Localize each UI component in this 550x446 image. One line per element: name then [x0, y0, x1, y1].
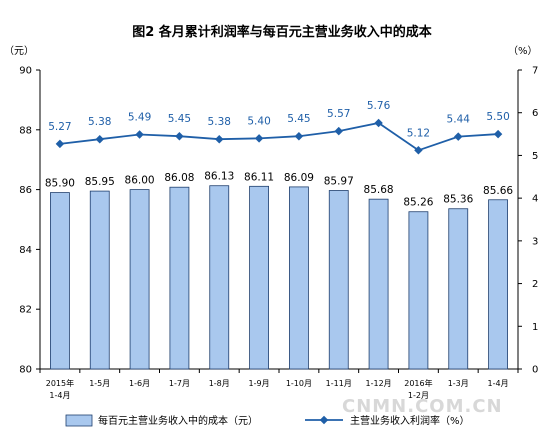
- line-value-label: 5.38: [88, 116, 111, 128]
- right-tick-label: 1: [532, 322, 538, 333]
- right-tick-label: 2: [532, 279, 538, 290]
- line-value-label: 5.76: [367, 100, 391, 112]
- bar: [50, 192, 70, 370]
- line-value-label: 5.57: [327, 108, 350, 120]
- line-value-label: 5.45: [168, 113, 191, 125]
- bar: [249, 185, 269, 370]
- right-axis-unit: （%）: [508, 45, 538, 57]
- legend-bar-label: 每百元主营业务收入中的成本（元）: [98, 414, 258, 427]
- bar-value-label: 86.09: [284, 172, 314, 184]
- bar: [129, 189, 150, 370]
- bar: [368, 198, 389, 370]
- line-point: [414, 146, 423, 155]
- line-point: [294, 131, 304, 141]
- line-value-label: 5.38: [208, 116, 231, 128]
- line-point: [135, 130, 144, 139]
- bar-value-label: 85.68: [364, 184, 394, 196]
- right-tick-label: 4: [532, 194, 538, 205]
- x-tick-label: 1-2月: [408, 391, 429, 400]
- x-tick-label: 1-9月: [249, 379, 270, 388]
- right-tick-label: 0: [532, 365, 538, 376]
- x-tick-label: 2015年: [46, 378, 74, 388]
- bar-value-label: 85.26: [403, 197, 433, 209]
- bar: [89, 190, 110, 370]
- left-tick-label: 82: [19, 305, 32, 316]
- bar: [209, 185, 230, 370]
- bar-value-label: 86.13: [204, 171, 234, 183]
- bar-value-label: 85.90: [45, 178, 75, 190]
- line-value-label: 5.44: [447, 114, 471, 126]
- left-tick-label: 80: [19, 365, 32, 376]
- legend: 每百元主营业务收入中的成本（元） 主营业务收入利润率（%）: [65, 414, 470, 427]
- line-point: [215, 134, 224, 144]
- x-tick-label: 1-10月: [286, 379, 312, 388]
- bar: [408, 211, 429, 370]
- bar-value-label: 85.97: [324, 175, 354, 187]
- bar: [448, 208, 469, 370]
- legend-line-marker: [319, 415, 329, 425]
- right-tick-label: 3: [532, 236, 538, 247]
- bar: [328, 190, 349, 370]
- line-point: [374, 118, 383, 128]
- left-tick-label: 88: [19, 125, 32, 136]
- left-axis-unit: （元）: [4, 45, 34, 57]
- axes: 80 82 84 86 88 90 0 1 2 3 4 5 6 7 2015年 1-4月 1-5月 1-6月 1-7…: [19, 66, 538, 401]
- left-tick-label: 86: [19, 185, 32, 196]
- line-point: [55, 139, 65, 149]
- line-point: [454, 132, 463, 141]
- line-point: [254, 134, 264, 143]
- line-value-label: 5.50: [486, 111, 509, 123]
- x-tick-label: 1-12月: [366, 379, 392, 388]
- line-point: [95, 134, 104, 144]
- x-tick-label: 1-3月: [448, 379, 469, 388]
- line-value-label: 5.27: [48, 121, 71, 133]
- x-tick-label: 1-4月: [49, 391, 70, 400]
- bar-value-label: 85.66: [483, 185, 513, 197]
- x-tick-label: 1-5月: [89, 379, 110, 388]
- right-tick-label: 7: [532, 66, 538, 77]
- line-value-label: 5.12: [407, 127, 430, 139]
- bar-value-label: 86.00: [125, 175, 155, 187]
- line-point: [493, 129, 503, 139]
- bar-value-label: 85.36: [443, 194, 473, 206]
- bar-value-label: 86.08: [164, 172, 194, 184]
- line-value-label: 5.49: [128, 111, 151, 123]
- bar-value-label: 86.11: [244, 171, 274, 183]
- bar-series: 85.90 85.95 86.00 86.08 86.13 86.11 86.09 85.97…: [45, 171, 513, 370]
- x-tick-label: 1-6月: [129, 379, 150, 388]
- line-value-label: 5.40: [247, 115, 270, 127]
- watermark: CNMN.COM.CN: [342, 396, 503, 417]
- line-point: [175, 131, 184, 141]
- line-path: [59, 122, 499, 152]
- x-tick-label: 1-7月: [169, 379, 190, 388]
- bar-value-label: 85.95: [85, 176, 115, 188]
- left-tick-label: 84: [19, 245, 32, 256]
- bar: [169, 186, 190, 370]
- right-tick-label: 5: [532, 151, 538, 162]
- x-tick-label: 1-11月: [326, 379, 352, 388]
- left-tick-label: 90: [19, 66, 32, 77]
- line-value-label: 5.45: [287, 113, 310, 125]
- chart-title: 图2 各月累计利润率与每百元主营业务收入中的成本: [132, 24, 432, 40]
- line-series: 5.27 5.38 5.49 5.45 5.38 5.40 5.45 5.57 5.76 5.12…: [48, 100, 510, 155]
- bar: [289, 186, 309, 370]
- legend-line-label: 主营业务收入利润率（%）: [350, 414, 470, 427]
- bar: [488, 199, 508, 370]
- right-tick-label: 6: [532, 108, 538, 119]
- x-tick-label: 1-8月: [209, 379, 230, 388]
- x-tick-label: 2016年: [404, 378, 432, 388]
- legend-bar-swatch: [65, 414, 93, 427]
- line-point: [334, 126, 343, 136]
- x-tick-label: 1-4月: [488, 379, 509, 388]
